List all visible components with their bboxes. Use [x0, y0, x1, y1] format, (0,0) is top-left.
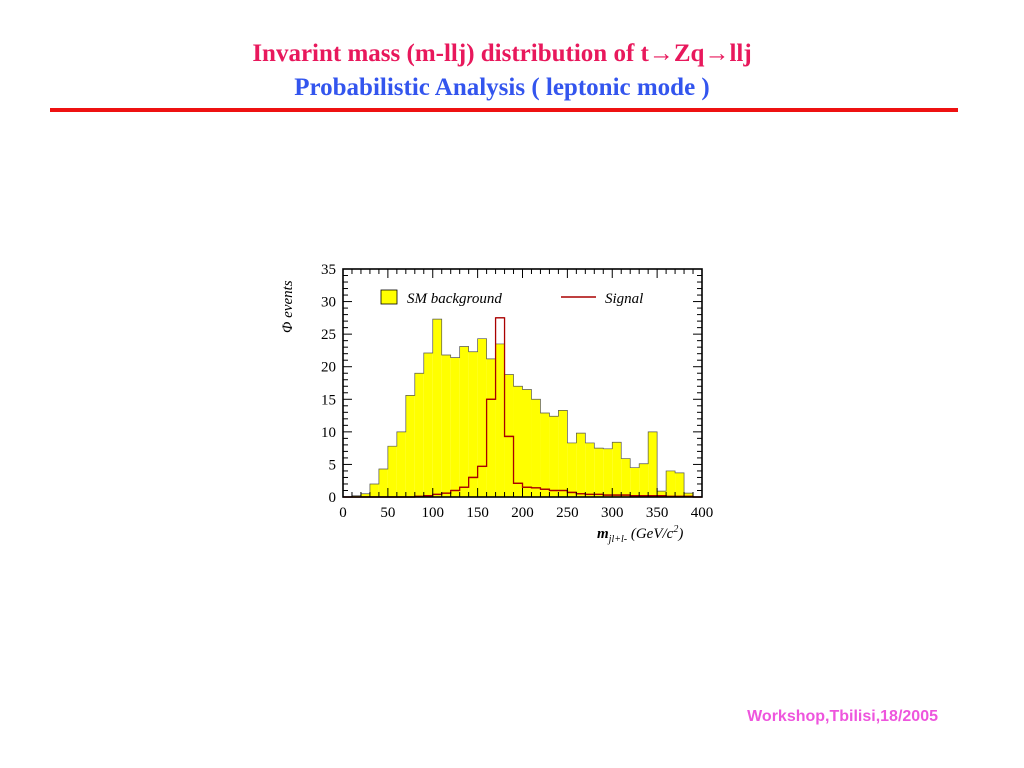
y-tick-label: 20	[321, 360, 336, 376]
x-tick-label: 0	[339, 505, 347, 521]
x-axis-label-main: m	[597, 526, 609, 542]
background-bin	[486, 358, 496, 497]
background-bin	[630, 467, 640, 497]
x-axis-label-units-sup: 2	[673, 524, 678, 535]
background-bin	[495, 343, 505, 497]
y-tick-label: 15	[321, 392, 336, 408]
x-tick-label: 250	[556, 505, 579, 521]
x-axis-label: mjl+l- (GeV/c2)	[597, 524, 683, 545]
background-bin	[378, 468, 388, 497]
x-tick-label: 350	[646, 505, 669, 521]
background-bin	[369, 483, 379, 497]
background-bin	[549, 416, 559, 497]
background-bin	[567, 442, 577, 497]
plot-layer	[343, 317, 702, 498]
background-bin	[432, 319, 442, 497]
background-bin	[405, 395, 415, 497]
x-tick-label: 200	[511, 505, 534, 521]
background-bin	[558, 410, 568, 497]
y-tick-label: 25	[321, 327, 336, 343]
x-axis-label-sub: jl+l-	[607, 534, 627, 545]
x-tick-label: 50	[380, 505, 395, 521]
background-bin	[621, 458, 631, 497]
background-bin	[387, 446, 397, 497]
legend-swatch-background	[380, 289, 398, 305]
background-bin	[540, 412, 550, 497]
background-outline	[343, 318, 702, 498]
background-bin	[513, 386, 523, 497]
background-bin	[522, 389, 532, 497]
background-bin	[450, 357, 460, 497]
background-bin	[423, 353, 433, 497]
title-line-1: Invarint mass (m-llj) distribution of t→…	[252, 40, 752, 67]
background-bin	[603, 448, 613, 497]
y-tick-label: 30	[321, 295, 336, 311]
histogram-chart: 0 50 100 150 200 250 300 350 400 0 5 10 15 20 25 30 35 S…	[280, 262, 713, 545]
background-bin	[531, 399, 541, 497]
x-axis-label-units-close: )	[677, 526, 683, 542]
x-axis-label-units: (GeV/c	[627, 526, 674, 542]
background-bin	[477, 338, 487, 497]
background-bin	[576, 433, 586, 497]
background-bin	[684, 493, 694, 497]
y-tick-label: 5	[329, 457, 337, 473]
x-tick-label: 400	[691, 505, 714, 521]
background-bin	[594, 448, 604, 497]
y-tick-label: 10	[321, 425, 336, 441]
background-bin	[360, 493, 370, 497]
legend-label-background: SM background	[407, 291, 502, 307]
chart-legend: SM background Signal	[380, 289, 643, 307]
x-tick-label: 300	[601, 505, 624, 521]
background-bin	[639, 463, 649, 497]
background-bin	[585, 442, 595, 497]
background-bin	[441, 354, 451, 497]
background-bin	[657, 491, 667, 497]
background-bin	[414, 373, 424, 497]
background-bin	[504, 374, 514, 497]
slide-title: Invarint mass (m-llj) distribution of t→…	[0, 37, 1004, 105]
background-bin	[648, 431, 658, 497]
legend-label-signal: Signal	[605, 291, 643, 307]
background-bin	[468, 351, 478, 497]
title-divider-rule	[50, 108, 958, 112]
title-line-2: Probabilistic Analysis ( leptonic mode )	[294, 74, 710, 101]
x-tick-label: 150	[466, 505, 489, 521]
y-tick-label: 35	[321, 262, 336, 278]
y-axis-label: Φ events	[280, 280, 296, 333]
y-tick-label: 0	[329, 490, 337, 506]
footer-event-label: Workshop,Tbilisi,18/2005	[747, 708, 938, 725]
background-bin	[396, 431, 406, 497]
axis-layer: 0 50 100 150 200 250 300 350 400 0 5 10 15 20 25 30 35	[321, 262, 713, 521]
background-bin	[675, 472, 685, 497]
background-bin	[459, 346, 469, 497]
x-tick-label: 100	[422, 505, 445, 521]
background-bin	[612, 442, 622, 497]
background-bin	[666, 470, 676, 497]
